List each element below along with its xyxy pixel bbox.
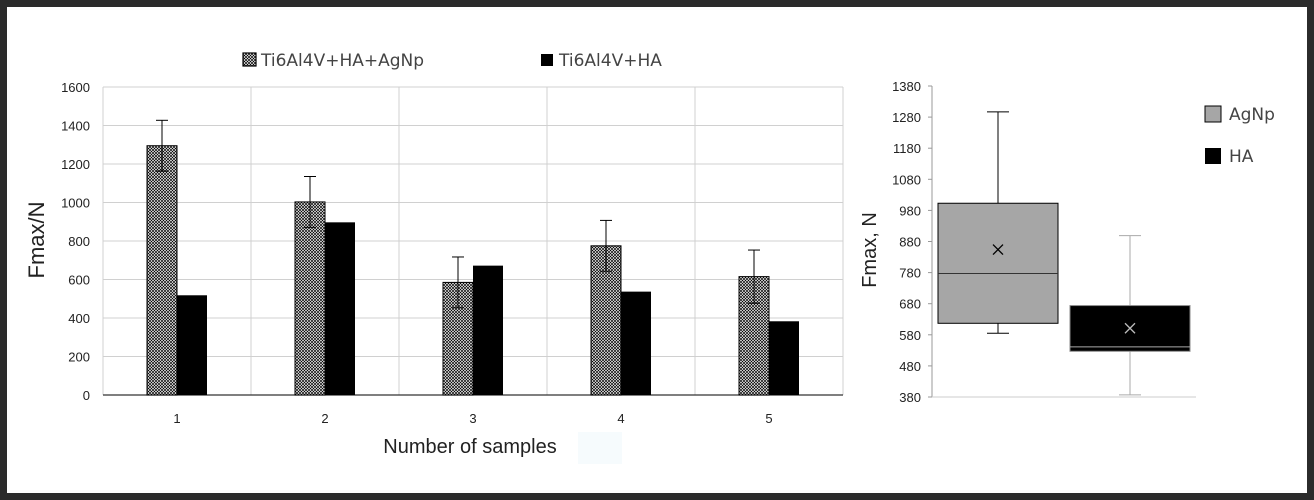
- legend-swatch-agnp: [1204, 105, 1222, 123]
- legend-label-series-2: Ti6Al4V+HA: [558, 51, 662, 71]
- y-tick-label: 1600: [61, 80, 90, 95]
- y-tick-label: 480: [899, 359, 921, 374]
- bar-chart-y-axis-title: Fmax/N: [24, 202, 49, 279]
- mean-marker: [992, 244, 1004, 256]
- y-tick-label: 780: [899, 266, 921, 281]
- bar-solid: [769, 321, 799, 395]
- legend-label-series-1: Ti6Al4V+HA+AgNp: [260, 51, 424, 71]
- y-tick-label: 880: [899, 235, 921, 250]
- legend-swatch-solid: [541, 54, 553, 66]
- y-tick-label: 1180: [893, 141, 921, 156]
- y-tick-label: 380: [899, 390, 921, 405]
- bar-solid: [177, 295, 207, 395]
- y-tick-label: 980: [899, 203, 921, 218]
- legend-swatch-ha: [1205, 148, 1221, 164]
- bar-hatched: [146, 145, 178, 396]
- y-tick-label: 0: [83, 388, 90, 403]
- y-tick-label: 680: [899, 297, 921, 312]
- box-plot-legend: AgNp HA: [1204, 105, 1275, 167]
- x-axis-title-highlight: [578, 432, 622, 464]
- y-tick-label: 1280: [892, 110, 921, 125]
- box-plot-boxes: [937, 111, 1191, 396]
- bar-chart-bars: [146, 119, 799, 396]
- bar-chart-y-tick-labels: 0 200 400 600 800 1000 1200 1400 1600: [61, 80, 90, 403]
- y-tick-label: 1400: [61, 119, 90, 134]
- y-tick-label: 1200: [61, 157, 90, 172]
- bar-chart-gridlines: [102, 86, 844, 396]
- legend-label-ha: HA: [1229, 147, 1254, 167]
- box-plot-y-axis-title: Fmax, N: [859, 212, 881, 288]
- legend-swatch-hatched: [242, 52, 257, 67]
- y-tick-label: 1380: [892, 79, 921, 94]
- legend-label-agnp: AgNp: [1229, 105, 1275, 125]
- mean-marker: [1124, 322, 1136, 334]
- x-tick-label: 3: [469, 411, 476, 426]
- y-tick-label: 1080: [892, 172, 921, 187]
- y-tick-label: 200: [68, 350, 90, 365]
- box-plot-axes: [928, 85, 1196, 398]
- y-tick-label: 800: [68, 234, 90, 249]
- box-agnp: [937, 202, 1059, 324]
- bar-chart-x-tick-labels: 1 2 3 4 5: [173, 411, 772, 426]
- y-tick-label: 580: [899, 328, 921, 343]
- y-tick-label: 400: [68, 311, 90, 326]
- bar-chart-legend: Ti6Al4V+HA+AgNp Ti6Al4V+HA: [242, 51, 662, 71]
- y-tick-label: 600: [68, 273, 90, 288]
- x-tick-label: 4: [617, 411, 624, 426]
- y-tick-label: 1000: [61, 196, 90, 211]
- bar-solid: [621, 291, 651, 395]
- x-tick-label: 1: [173, 411, 180, 426]
- bar-solid: [325, 222, 355, 395]
- box-plot: 380 480 580 680 780 880 980 1080 1180 1280 1380 Fm…: [859, 79, 1275, 405]
- box-plot-y-tick-labels: 380 480 580 680 780 880 980 1080 1180 1280 1380: [892, 79, 921, 405]
- bar-solid: [473, 265, 503, 395]
- bar-hatched: [294, 201, 326, 396]
- bar-chart: 0 200 400 600 800 1000 1200 1400 1600 1 2 3 4 5 Ti6A…: [24, 51, 844, 464]
- bar-chart-x-axis-title: Number of samples: [383, 436, 556, 458]
- x-tick-label: 2: [321, 411, 328, 426]
- x-tick-label: 5: [765, 411, 772, 426]
